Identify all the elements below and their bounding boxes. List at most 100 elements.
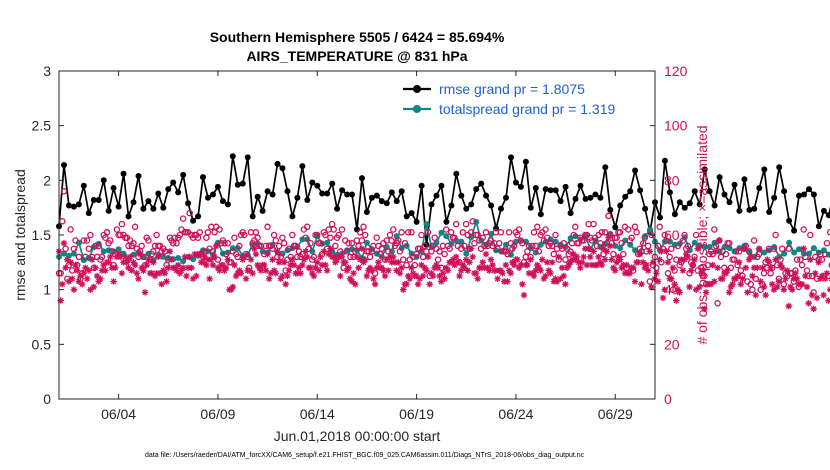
assimilated-obs-point [580, 253, 587, 261]
possible-obs-point [529, 242, 536, 250]
assimilated-obs-point [788, 286, 796, 293]
assimilated-obs-point [156, 270, 164, 277]
possible-obs-point [727, 264, 735, 272]
rmse-point [577, 182, 584, 189]
rmse-point [671, 211, 678, 218]
rmse-point [259, 207, 266, 214]
possible-obs-point [398, 229, 405, 236]
rmse-point [547, 187, 554, 194]
assimilated-obs-point [145, 256, 152, 263]
assimilated-obs-point [714, 264, 721, 271]
assimilated-obs-point [196, 250, 203, 258]
assimilated-obs-point [548, 259, 556, 266]
assimilated-obs-point [409, 270, 417, 277]
y-right-tick-label: 0 [664, 391, 672, 407]
assimilated-obs-point [158, 281, 165, 288]
assimilated-obs-point [587, 253, 594, 261]
possible-obs-point [322, 231, 329, 239]
assimilated-obs-point [295, 264, 303, 271]
assimilated-obs-point [136, 250, 144, 258]
y-right-tick-label: 60 [664, 227, 680, 243]
assimilated-obs-point [227, 286, 235, 293]
possible-obs-point [85, 245, 93, 252]
possible-obs-point [102, 234, 109, 241]
rmse-point [542, 186, 549, 193]
rmse-point [135, 173, 142, 179]
assimilated-obs-point [583, 261, 591, 269]
possible-obs-point [270, 231, 278, 239]
y-right-tick-label: 120 [664, 63, 688, 79]
rmse-point [572, 195, 579, 202]
assimilated-obs-point [689, 261, 697, 269]
assimilated-obs-point [229, 283, 236, 291]
assimilated-obs-point [92, 264, 99, 271]
assimilated-obs-point [644, 267, 652, 274]
y-tick-label: 2 [43, 172, 51, 188]
assimilated-obs-point [59, 281, 66, 288]
possible-obs-point [116, 231, 124, 239]
assimilated-obs-point [598, 261, 606, 269]
possible-obs-point [452, 220, 460, 228]
assimilated-obs-point [535, 264, 543, 271]
assimilated-obs-point [481, 264, 488, 271]
assimilated-obs-point [85, 267, 92, 274]
assimilated-obs-point [550, 278, 558, 285]
rmse-point [796, 192, 802, 199]
assimilated-obs-point [353, 253, 361, 261]
assimilated-obs-point [641, 264, 649, 271]
assimilated-obs-point [757, 278, 764, 285]
assimilated-obs-point [438, 278, 445, 285]
rmse-point [289, 213, 296, 220]
assimilated-obs-point [565, 261, 572, 269]
assimilated-obs-point [590, 248, 597, 255]
assimilated-obs-point [817, 275, 824, 282]
assimilated-obs-point [277, 275, 284, 282]
assimilated-obs-point [683, 250, 690, 258]
possible-obs-point [408, 229, 415, 236]
assimilated-obs-point [552, 275, 559, 282]
possible-obs-point [150, 248, 157, 255]
assimilated-obs-point [155, 253, 162, 261]
assimilated-obs-point [256, 264, 263, 271]
rmse-point [453, 170, 460, 177]
y-right-tick-label: 80 [664, 172, 680, 188]
assimilated-obs-point [616, 256, 624, 263]
assimilated-obs-point [166, 248, 174, 255]
assimilated-obs-point [64, 256, 71, 263]
totalspread-point [711, 239, 718, 246]
totalspread-point [299, 236, 306, 243]
assimilated-obs-point [659, 294, 667, 302]
rmse-point [85, 210, 92, 217]
rmse-point [627, 188, 634, 195]
assimilated-obs-point [514, 256, 521, 263]
rmse-point [120, 170, 127, 177]
assimilated-obs-point [72, 261, 79, 269]
assimilated-obs-point [606, 242, 614, 250]
rmse-point [731, 181, 738, 188]
assimilated-obs-point [313, 259, 321, 266]
assimilated-obs-point [88, 256, 96, 263]
assimilated-obs-point [805, 300, 812, 307]
assimilated-obs-point [265, 275, 273, 282]
assimilated-obs-point [802, 272, 809, 280]
assimilated-obs-point [674, 286, 682, 293]
rmse-point [468, 201, 475, 208]
possible-obs-point [138, 242, 145, 250]
possible-obs-point [280, 239, 288, 247]
possible-obs-point [757, 286, 764, 293]
rmse-point [309, 179, 316, 186]
rmse-point [681, 204, 688, 211]
y-right-tick-label: 40 [664, 282, 680, 298]
assimilated-obs-point [188, 264, 195, 271]
possible-obs-point [169, 239, 177, 247]
assimilated-obs-point [413, 272, 420, 280]
y-tick-label: 2.5 [32, 118, 52, 134]
assimilated-obs-point [429, 272, 437, 280]
assimilated-obs-point [745, 256, 753, 263]
rmse-point [279, 165, 286, 172]
possible-obs-point [552, 231, 559, 239]
assimilated-obs-point [780, 286, 788, 293]
rmse-point [801, 191, 807, 198]
possible-obs-point [479, 234, 486, 241]
possible-obs-point [668, 245, 675, 252]
